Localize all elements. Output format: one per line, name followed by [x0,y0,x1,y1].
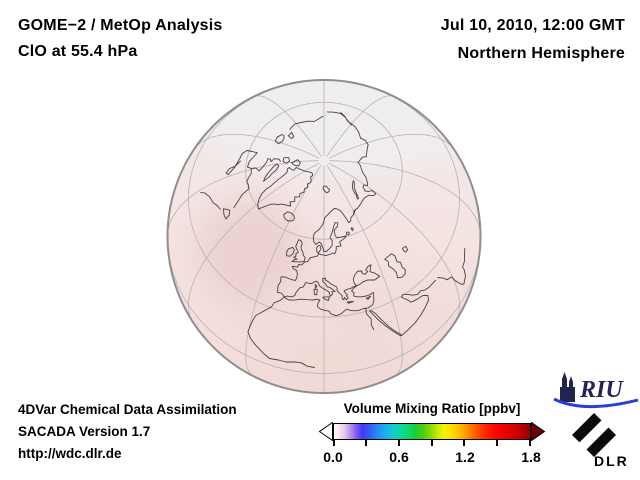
colorbar-left-arrow [318,422,333,441]
colorbar-tick [332,440,335,446]
colorbar-gradient [333,423,531,440]
timestamp: Jul 10, 2010, 12:00 GMT [440,17,625,34]
riu-wordmark: RIU [579,377,624,403]
colorbar-tick [528,440,531,446]
colorbar-tick [397,440,400,446]
hemisphere-label: Northern Hemisphere [457,45,625,62]
dlr-wordmark: DLR [594,453,629,469]
colorbar-label-0: 0.0 [323,449,343,465]
footer-url: http://wdc.dlr.de [18,446,122,461]
footer-version: SACADA Version 1.7 [18,424,151,439]
dlr-chevron-icon [572,413,616,457]
colorbar-right-arrow [531,422,546,441]
colorbar-tick [365,440,368,446]
title-quantity: ClO at 55.4 hPa [18,43,138,60]
colorbar-tick [463,440,466,446]
dlr-logo: DLR [572,413,629,469]
riu-cathedral-icon [560,372,575,402]
colorbar-tick [430,440,433,446]
riu-logo: RIU [553,372,639,409]
colorbar-label-3: 1.8 [521,449,541,465]
graticule [167,80,481,393]
colorbar-label-2: 1.2 [455,449,475,465]
riu-wave-icon [553,397,639,409]
colorbar-tick [495,440,498,446]
colorbar-title: Volume Mixing Ratio [ppbv] [343,401,521,416]
coastlines [200,111,466,368]
footer-method: 4DVar Chemical Data Assimilation [18,402,237,417]
colorbar-label-1: 0.6 [389,449,409,465]
globe-rim [166,79,482,394]
title-instrument: GOME−2 / MetOp Analysis [18,17,223,34]
